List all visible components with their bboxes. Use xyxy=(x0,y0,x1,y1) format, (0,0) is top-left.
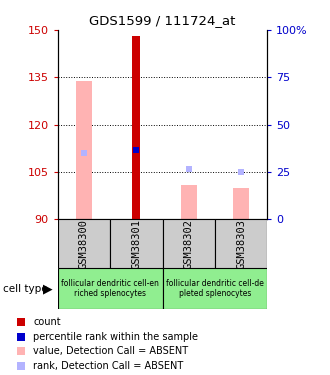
Text: percentile rank within the sample: percentile rank within the sample xyxy=(33,332,198,342)
Bar xyxy=(162,268,267,309)
Text: count: count xyxy=(33,317,61,327)
Bar xyxy=(76,81,92,219)
Bar xyxy=(58,219,110,268)
Text: follicular dendritic cell-en
riched splenocytes: follicular dendritic cell-en riched sple… xyxy=(61,279,159,298)
Text: follicular dendritic cell-de
pleted splenocytes: follicular dendritic cell-de pleted sple… xyxy=(166,279,264,298)
Bar xyxy=(58,268,162,309)
Text: GSM38302: GSM38302 xyxy=(184,219,194,269)
Bar xyxy=(181,184,197,219)
Text: rank, Detection Call = ABSENT: rank, Detection Call = ABSENT xyxy=(33,361,183,371)
Text: GSM38303: GSM38303 xyxy=(236,219,246,269)
Bar xyxy=(132,36,140,219)
Text: GSM38301: GSM38301 xyxy=(131,219,141,269)
Bar xyxy=(162,219,215,268)
Title: GDS1599 / 111724_at: GDS1599 / 111724_at xyxy=(89,15,236,27)
Bar xyxy=(233,188,249,219)
Bar xyxy=(110,219,162,268)
Text: GSM38300: GSM38300 xyxy=(79,219,89,269)
Text: value, Detection Call = ABSENT: value, Detection Call = ABSENT xyxy=(33,346,188,356)
Bar xyxy=(215,219,267,268)
Text: cell type: cell type xyxy=(3,284,48,294)
Text: ▶: ▶ xyxy=(43,282,52,295)
